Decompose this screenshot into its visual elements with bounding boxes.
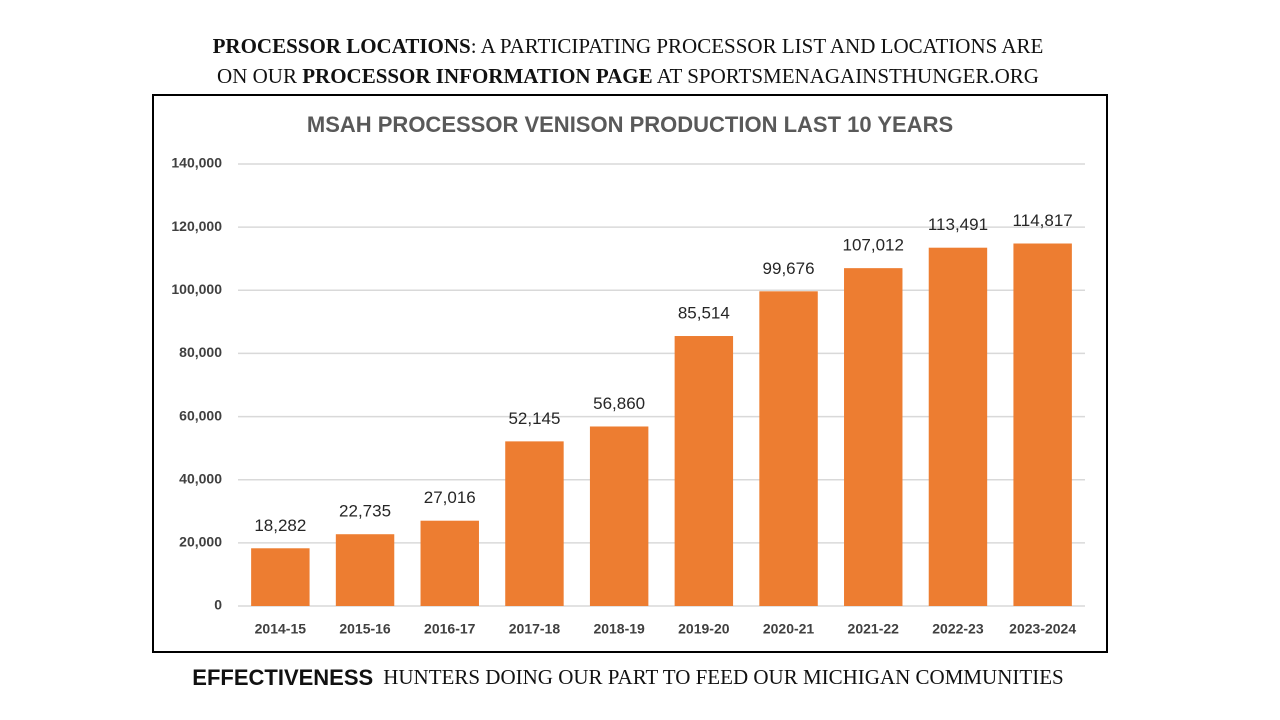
x-tick-label: 2021-22 <box>848 621 900 637</box>
data-label: 18,282 <box>254 516 306 535</box>
plot: 0 20,000 40,000 60,000 80,000 100,000 120,000 1… <box>171 155 1085 637</box>
header-text: AT SPORTSMENAGAINSTHUNGER.ORG <box>653 64 1039 88</box>
x-tick-label: 2023-2024 <box>1009 621 1076 637</box>
data-label: 22,735 <box>339 502 391 521</box>
data-label: 113,491 <box>928 215 988 234</box>
y-tick-label: 80,000 <box>179 344 222 360</box>
header-text: : A PARTICIPATING PROCESSOR LIST AND LOC… <box>471 34 1044 58</box>
data-label: 107,012 <box>843 236 904 255</box>
footer-text: HUNTERS DOING OUR PART TO FEED OUR MICHI… <box>383 665 1064 689</box>
data-label: 27,016 <box>424 488 476 507</box>
chart-title: MSAH PROCESSOR VENISON PRODUCTION LAST 1… <box>307 112 953 137</box>
header-text: ON OUR <box>217 64 302 88</box>
y-tick-label: 140,000 <box>171 155 222 171</box>
bar <box>335 534 395 606</box>
x-tick-label: 2015-16 <box>339 621 391 637</box>
y-tick-label: 100,000 <box>171 281 222 297</box>
bar <box>505 441 564 606</box>
y-tick-label: 0 <box>214 597 222 613</box>
bar <box>759 291 818 606</box>
data-label: 85,514 <box>678 304 730 323</box>
x-tick-label: 2016-17 <box>424 621 476 637</box>
bar <box>844 268 903 606</box>
x-tick-label: 2019-20 <box>678 621 730 637</box>
header-line: ON OUR PROCESSOR INFORMATION PAGE AT SPO… <box>217 64 1039 88</box>
x-tick-label: 2017-18 <box>509 621 561 637</box>
data-label: 56,860 <box>593 394 645 413</box>
y-tick-label: 120,000 <box>171 218 222 234</box>
x-tick-label: 2022-23 <box>932 621 984 637</box>
bar <box>420 520 479 606</box>
footer: EFFECTIVENESS HUNTERS DOING OUR PART TO F… <box>192 665 1063 690</box>
header-line: PROCESSOR LOCATIONS: A PARTICIPATING PRO… <box>213 34 1044 58</box>
x-tick-label: 2014-15 <box>255 621 307 637</box>
data-label: 114,817 <box>1013 211 1073 230</box>
bar <box>674 336 734 606</box>
y-tick-label: 60,000 <box>179 407 222 423</box>
data-label: 99,676 <box>763 259 815 278</box>
footer-bold: EFFECTIVENESS <box>192 665 373 690</box>
x-tick-label: 2018-19 <box>593 621 645 637</box>
data-label: 52,145 <box>508 409 560 428</box>
bar <box>928 247 988 607</box>
header-bold: PROCESSOR LOCATIONS <box>213 34 471 58</box>
bar <box>1013 243 1072 606</box>
y-tick-label: 40,000 <box>179 470 222 486</box>
y-tick-label: 20,000 <box>179 534 222 550</box>
header-bold: PROCESSOR INFORMATION PAGE <box>302 64 652 88</box>
bar <box>251 548 310 606</box>
x-tick-label: 2020-21 <box>763 621 815 637</box>
bar <box>589 426 649 606</box>
